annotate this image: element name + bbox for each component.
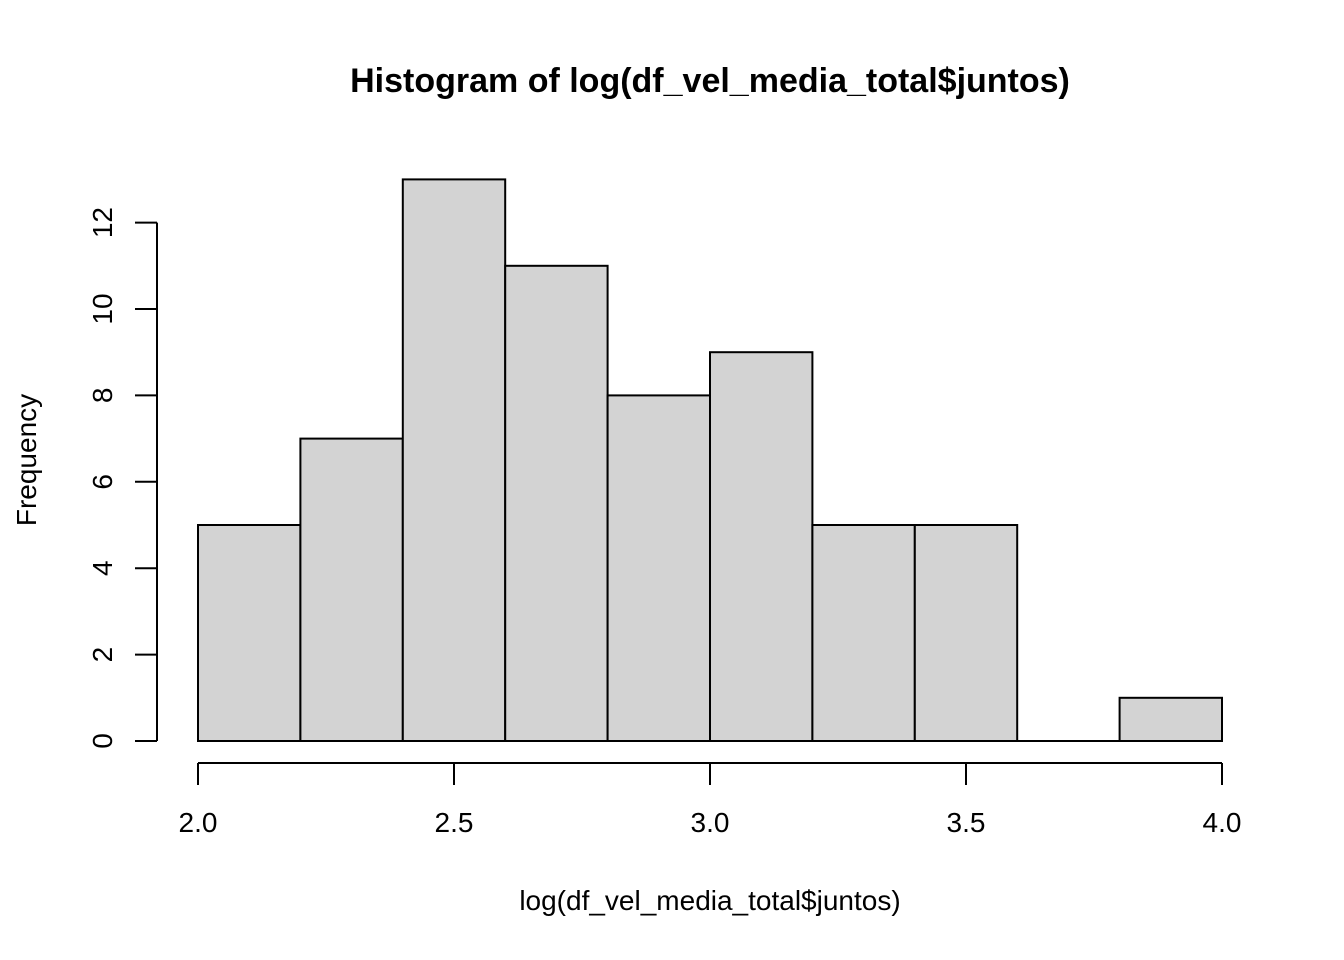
histogram-bar (811, 524, 916, 742)
y-tick-label: 8 (87, 388, 118, 404)
x-tick-label: 2.0 (179, 807, 218, 838)
chart-title: Histogram of log(df_vel_media_total$junt… (350, 62, 1070, 100)
x-tick-label: 3.5 (947, 807, 986, 838)
y-tick-label: 4 (87, 560, 118, 576)
y-tick-label: 12 (87, 207, 118, 238)
x-tick-label: 2.5 (435, 807, 474, 838)
histogram-bars (197, 178, 1223, 742)
histogram-bar (1118, 696, 1223, 742)
y-axis: 0 2 4 6 8 10 12 (87, 207, 158, 749)
histogram-bar (299, 437, 404, 742)
y-tick-label: 6 (87, 474, 118, 490)
histogram-bar (197, 524, 302, 742)
x-axis-label: log(df_vel_media_total$juntos) (519, 885, 900, 916)
histogram-bar (913, 524, 1019, 742)
x-tick-label: 4.0 (1203, 807, 1242, 838)
x-tick-label: 3.0 (691, 807, 730, 838)
y-tick-label: 2 (87, 647, 118, 663)
x-axis: 2.0 2.5 3.0 3.5 4.0 (179, 762, 1242, 838)
y-tick-label: 0 (87, 733, 118, 749)
y-axis-label: Frequency (11, 394, 42, 526)
histogram-bar (401, 178, 507, 742)
histogram-bar (606, 394, 711, 742)
histogram-bar (709, 351, 814, 742)
histogram-bar (504, 264, 609, 742)
y-tick-label: 10 (87, 293, 118, 324)
